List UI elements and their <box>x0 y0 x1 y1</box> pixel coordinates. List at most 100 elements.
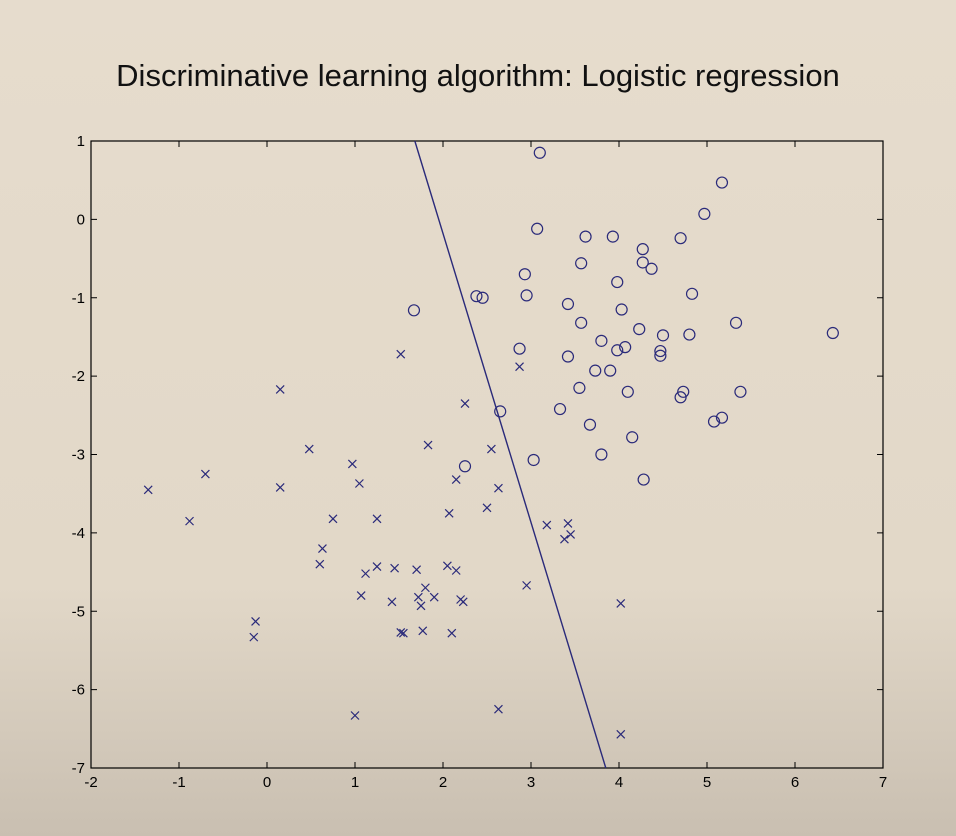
o-marker-point <box>561 297 575 311</box>
x-marker-point <box>372 514 382 524</box>
x-marker-point <box>494 483 503 493</box>
o-marker-point <box>575 316 588 329</box>
o-marker-point <box>674 391 687 404</box>
x-marker-point <box>200 469 210 479</box>
x-marker-point <box>616 598 626 608</box>
axis-ticks: -2 -1 0 1 2 3 4 5 6 7 1 0 -1 -2 -3 -4 -5 -6 -7 <box>72 133 888 791</box>
x-marker-point <box>413 592 423 602</box>
x-marker-point <box>451 475 461 485</box>
y-tick-label: -1 <box>72 290 85 307</box>
x-tick-label: 7 <box>879 774 887 791</box>
y-tick-label: -5 <box>72 603 85 620</box>
x-marker-point <box>442 561 452 571</box>
x-marker-point <box>185 516 194 526</box>
x-marker-point <box>447 628 457 638</box>
x-marker-point <box>356 591 366 600</box>
x-marker-point <box>423 440 433 450</box>
o-marker-point <box>561 350 575 363</box>
decision-boundary-line <box>414 140 607 769</box>
o-marker-point <box>573 381 586 394</box>
x-marker-point <box>460 399 470 408</box>
o-marker-point <box>715 411 729 424</box>
o-marker-point <box>619 341 632 354</box>
o-marker-point <box>494 405 507 418</box>
x-marker-point <box>566 530 576 539</box>
o-marker-point <box>633 323 646 336</box>
y-tick-label: -4 <box>72 525 85 542</box>
plot-frame <box>90 140 884 769</box>
x-marker-point <box>444 508 454 518</box>
y-tick-label: -2 <box>72 368 85 385</box>
x-marker-point <box>522 580 532 590</box>
x-marker-point <box>347 459 357 469</box>
o-marker-point <box>734 385 747 398</box>
o-marker-point <box>656 329 670 342</box>
x-marker-point <box>390 563 400 573</box>
x-marker-point <box>354 479 364 488</box>
o-marker-point <box>604 364 617 377</box>
x-tick-label: 2 <box>439 774 447 791</box>
x-marker-point <box>560 534 569 544</box>
o-marker-point <box>698 207 711 220</box>
x-marker-point <box>275 385 285 394</box>
x-tick-label: 0 <box>263 774 271 791</box>
x-marker-point <box>251 617 260 626</box>
x-tick-label: 6 <box>791 774 799 791</box>
o-marker-point <box>595 334 608 347</box>
y-tick-label: -6 <box>72 682 85 699</box>
o-marker-point <box>520 289 533 302</box>
o-marker-point <box>606 230 619 243</box>
o-marker-point <box>677 385 690 398</box>
o-marker-point <box>654 349 667 362</box>
x-marker-point <box>275 482 285 492</box>
x-marker-point <box>412 565 422 575</box>
x-marker-point <box>143 485 153 495</box>
o-marker-point <box>636 256 649 269</box>
x-marker-point <box>361 569 370 579</box>
x-tick-label: 4 <box>615 774 623 791</box>
x-marker-point <box>315 559 325 569</box>
y-tick-label: 1 <box>77 133 85 150</box>
x-tick-label: -1 <box>172 774 185 791</box>
x-marker-point <box>396 627 406 637</box>
x-marker-point <box>416 601 426 611</box>
y-tick-label: 0 <box>77 211 85 228</box>
o-marker-point <box>685 287 699 300</box>
o-marker-point <box>531 222 544 235</box>
x-marker-point <box>515 362 524 372</box>
x-tick-label: 1 <box>351 774 359 791</box>
o-marker-point <box>589 364 602 377</box>
o-marker-point <box>645 262 658 275</box>
x-marker-point <box>482 503 492 513</box>
o-marker-point <box>527 453 540 467</box>
x-marker-point <box>486 444 496 454</box>
x-marker-point <box>328 514 338 524</box>
x-tick-label: 5 <box>703 774 711 791</box>
x-marker-point <box>616 729 626 739</box>
x-marker-point <box>418 626 428 636</box>
o-marker-point <box>626 431 639 444</box>
o-marker-point <box>513 342 526 355</box>
slide-title: Discriminative learning algorithm: Logis… <box>116 58 840 93</box>
o-marker-point <box>683 328 696 341</box>
o-marker-point <box>533 146 546 159</box>
x-marker-point <box>458 597 468 607</box>
o-marker-point <box>407 304 421 317</box>
x-marker-point <box>304 444 314 454</box>
o-marker-point <box>611 344 624 357</box>
x-marker-point <box>420 583 430 593</box>
o-marker-point <box>518 268 531 281</box>
x-marker-point <box>396 349 406 359</box>
x-marker-point <box>563 519 573 528</box>
o-marker-point <box>553 402 567 416</box>
o-marker-point <box>579 230 592 243</box>
o-marker-point <box>729 316 743 329</box>
x-marker-point <box>249 632 259 642</box>
x-marker-point <box>494 704 503 714</box>
x-tick-label: 3 <box>527 774 535 791</box>
o-marker-point <box>611 275 624 289</box>
o-marker-point <box>637 473 650 486</box>
o-marker-point <box>476 291 489 304</box>
o-marker-point <box>583 418 597 431</box>
